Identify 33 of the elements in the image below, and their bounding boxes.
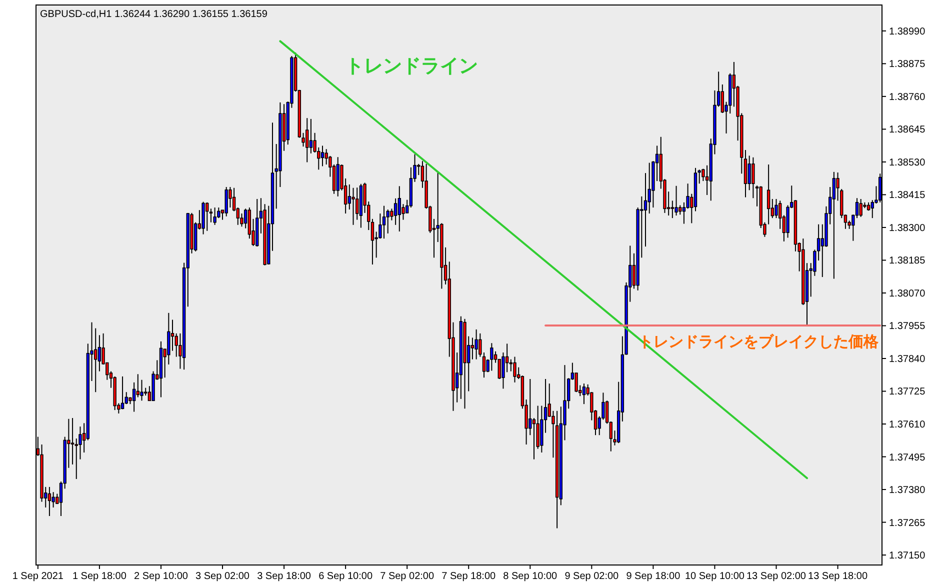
x-tick-label: 13 Sep 02:00 — [746, 571, 806, 582]
x-tick-label: 13 Sep 18:00 — [808, 571, 868, 582]
y-tick-label: 1.38875 — [889, 59, 926, 70]
y-tick-label: 1.38990 — [889, 26, 926, 38]
y-tick-label: 1.37725 — [889, 386, 926, 398]
x-tick-label: 2 Sep 10:00 — [134, 571, 188, 582]
y-tick-label: 1.37610 — [889, 420, 926, 431]
y-tick-label: 1.38300 — [889, 222, 926, 234]
x-tick-label: 7 Sep 02:00 — [380, 571, 434, 582]
y-tick-label: 1.38415 — [889, 190, 926, 202]
y-tick-label: 1.37495 — [889, 452, 926, 464]
y-tick-label: 1.37265 — [889, 518, 926, 529]
chart-title: GBPUSD-cd,H1 1.36244 1.36290 1.36155 1.36159 — [40, 9, 268, 20]
x-tick-label: 7 Sep 18:00 — [442, 571, 496, 582]
y-tick-label: 1.37955 — [889, 321, 926, 332]
y-tick-label: 1.37840 — [889, 354, 926, 365]
x-tick-label: 8 Sep 10:00 — [503, 571, 558, 582]
series-label: トレンドライン — [345, 56, 478, 78]
x-tick-label: 3 Sep 18:00 — [257, 571, 312, 582]
x-tick-label: 3 Sep 02:00 — [196, 571, 250, 582]
y-tick-label: 1.38760 — [889, 92, 926, 103]
y-tick-label: 1.37150 — [889, 550, 926, 562]
x-tick-label: 6 Sep 10:00 — [318, 571, 373, 582]
x-tick-label: 1 Sep 18:00 — [72, 571, 127, 582]
x-tick-label: 10 Sep 10:00 — [684, 571, 745, 582]
x-tick-label: 9 Sep 18:00 — [626, 571, 681, 582]
y-tick-label: 1.38185 — [889, 256, 926, 267]
y-tick-label: 1.37380 — [889, 485, 926, 496]
y-tick-label: 1.38070 — [889, 288, 926, 300]
y-tick-label: 1.38645 — [889, 124, 926, 136]
y-tick-label: 1.38530 — [889, 157, 926, 168]
x-tick-label: 1 Sep 2021 — [12, 571, 64, 582]
x-tick-label: 9 Sep 02:00 — [564, 571, 620, 582]
